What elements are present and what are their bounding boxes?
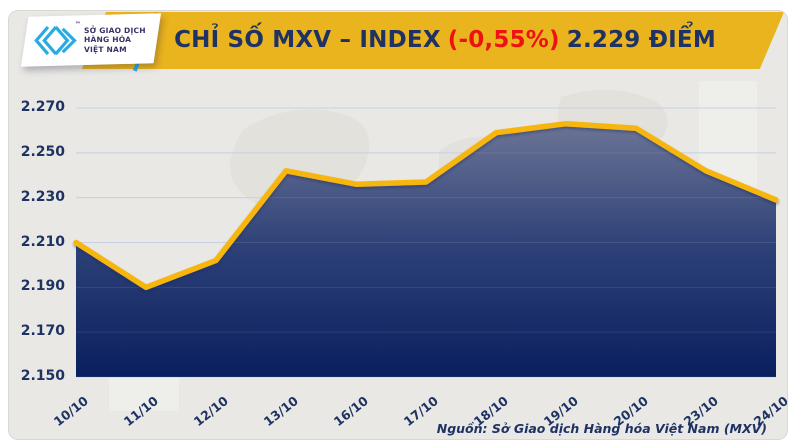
x-axis-tick-label: 12/10 (190, 393, 231, 430)
x-axis: 10/10 11/10 12/10 13/10 16/10 17/10 18/10 19/10… (9, 11, 787, 439)
x-axis-tick-label: 17/10 (400, 393, 441, 430)
y-axis-tick-label: 2.270 (20, 99, 65, 115)
chart-card: CHỈ SỐ MXV – INDEX (-0,55%) 2.229 ĐIỂM ™… (8, 10, 788, 440)
y-axis-tick-label: 2.150 (20, 368, 65, 384)
index-line (73, 120, 779, 291)
mxv-index-area-chart (73, 107, 779, 378)
x-axis-tick-label: 16/10 (330, 393, 371, 430)
x-axis-tick-label: 13/10 (260, 393, 301, 430)
x-axis-tick-label: 10/10 (50, 393, 91, 430)
y-axis-tick-label: 2.190 (20, 278, 65, 295)
chart-title: CHỈ SỐ MXV – INDEX (-0,55%) 2.229 ĐIỂM (106, 11, 784, 69)
y-axis-tick-label: 2.210 (20, 233, 65, 250)
y-axis: 2.270 2.250 2.230 2.210 2.190 2.170 2.150 (9, 11, 65, 439)
mxv-logo-inner: ™ SỞ GIAO DỊCH HÀNG HÓA VIỆT NAM (25, 15, 158, 65)
x-axis-tick-label: 11/10 (120, 393, 161, 430)
mxv-logo: ™ SỞ GIAO DỊCH HÀNG HÓA VIỆT NAM (20, 13, 162, 67)
y-axis-tick-label: 2.230 (20, 188, 65, 205)
title-prefix: CHỈ SỐ MXV – INDEX (174, 27, 441, 53)
y-axis-tick-label: 2.250 (20, 143, 65, 160)
y-axis-tick-label: 2.170 (20, 323, 65, 340)
title-change-percent: (-0,55%) (447, 27, 560, 53)
title-index-value: 2.229 ĐIỂM (566, 27, 716, 53)
source-caption: Nguồn: Sở Giao dịch Hàng hóa Việt Nam (M… (436, 421, 767, 436)
mxv-chevrons-icon (34, 25, 77, 55)
index-area-fill (76, 123, 776, 377)
